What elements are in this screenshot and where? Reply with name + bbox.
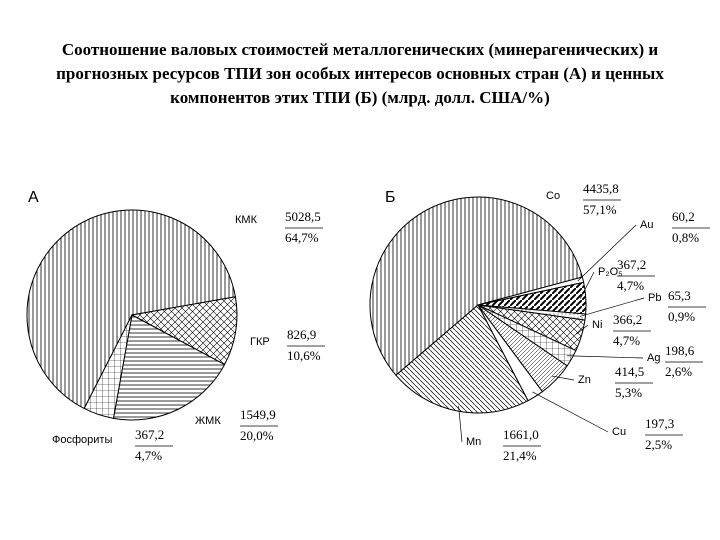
value-label: 4,7% bbox=[613, 333, 640, 348]
pie-slice bbox=[395, 304, 529, 414]
amount-label: 65,3 bbox=[668, 288, 691, 303]
category-label: Cu bbox=[612, 426, 626, 438]
value-label: 5,3% bbox=[615, 385, 642, 400]
amount-label: 366,2 bbox=[613, 312, 642, 327]
pie-label: А bbox=[28, 189, 39, 206]
category-label: Ag bbox=[647, 352, 660, 364]
leader-line bbox=[576, 324, 589, 335]
value-label: 4,7% bbox=[617, 278, 644, 293]
amount-label: 414,5 bbox=[615, 364, 644, 379]
amount-label: 826,9 bbox=[287, 327, 316, 342]
pie-slice bbox=[369, 196, 583, 376]
amount-label: 367,2 bbox=[617, 257, 646, 272]
category-label: Zn bbox=[578, 374, 591, 386]
category-label: Mn bbox=[466, 436, 481, 448]
category-label: Фосфориты bbox=[52, 434, 112, 446]
leader-line bbox=[532, 391, 609, 433]
pie-slice bbox=[83, 314, 133, 419]
category-label: КМК bbox=[235, 214, 258, 226]
pie-slice bbox=[130, 296, 238, 366]
value-label: 20,0% bbox=[240, 428, 274, 443]
value-label: 57,1% bbox=[583, 202, 617, 217]
category-label: ГКР bbox=[250, 336, 270, 348]
value-label: 0,9% bbox=[668, 309, 695, 324]
category-label: Pb bbox=[648, 292, 661, 304]
amount-label: 60,2 bbox=[672, 209, 695, 224]
amount-label: 367,2 bbox=[135, 427, 164, 442]
value-label: 0,8% bbox=[672, 230, 699, 245]
pie-label: Б bbox=[385, 189, 396, 206]
category-label: Ni bbox=[592, 319, 602, 331]
category-label: ЖМК bbox=[195, 415, 221, 427]
value-label: 10,6% bbox=[287, 348, 321, 363]
value-label: 21,4% bbox=[503, 448, 537, 463]
pie-slice bbox=[112, 314, 226, 421]
leader-line bbox=[567, 355, 644, 359]
value-label: 2,6% bbox=[665, 364, 692, 379]
amount-label: 198,6 bbox=[665, 343, 695, 358]
amount-label: 1661,0 bbox=[503, 427, 539, 442]
amount-label: 197,3 bbox=[645, 416, 674, 431]
leader-line bbox=[551, 375, 575, 381]
leader-line bbox=[577, 224, 637, 282]
leader-line bbox=[579, 297, 645, 317]
category-label: Au bbox=[640, 219, 653, 231]
value-label: 2,5% bbox=[645, 437, 672, 452]
amount-label: 4435,8 bbox=[583, 181, 619, 196]
leader-line bbox=[458, 405, 463, 443]
category-label: Co bbox=[546, 190, 560, 202]
chart-title: Соотношение валовых стоимостей металлоге… bbox=[56, 40, 664, 107]
pie-slice bbox=[26, 209, 236, 410]
amount-label: 1549,9 bbox=[240, 407, 276, 422]
value-label: 4,7% bbox=[135, 448, 162, 463]
amount-label: 5028,5 bbox=[285, 209, 321, 224]
value-label: 64,7% bbox=[285, 230, 319, 245]
category-label: P₂O₅ bbox=[598, 266, 623, 278]
leader-line bbox=[580, 271, 595, 299]
